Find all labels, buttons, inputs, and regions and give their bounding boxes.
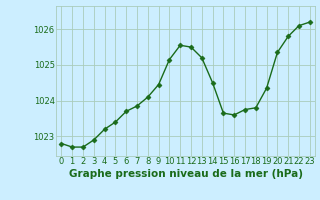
X-axis label: Graphe pression niveau de la mer (hPa): Graphe pression niveau de la mer (hPa) [68,169,303,179]
